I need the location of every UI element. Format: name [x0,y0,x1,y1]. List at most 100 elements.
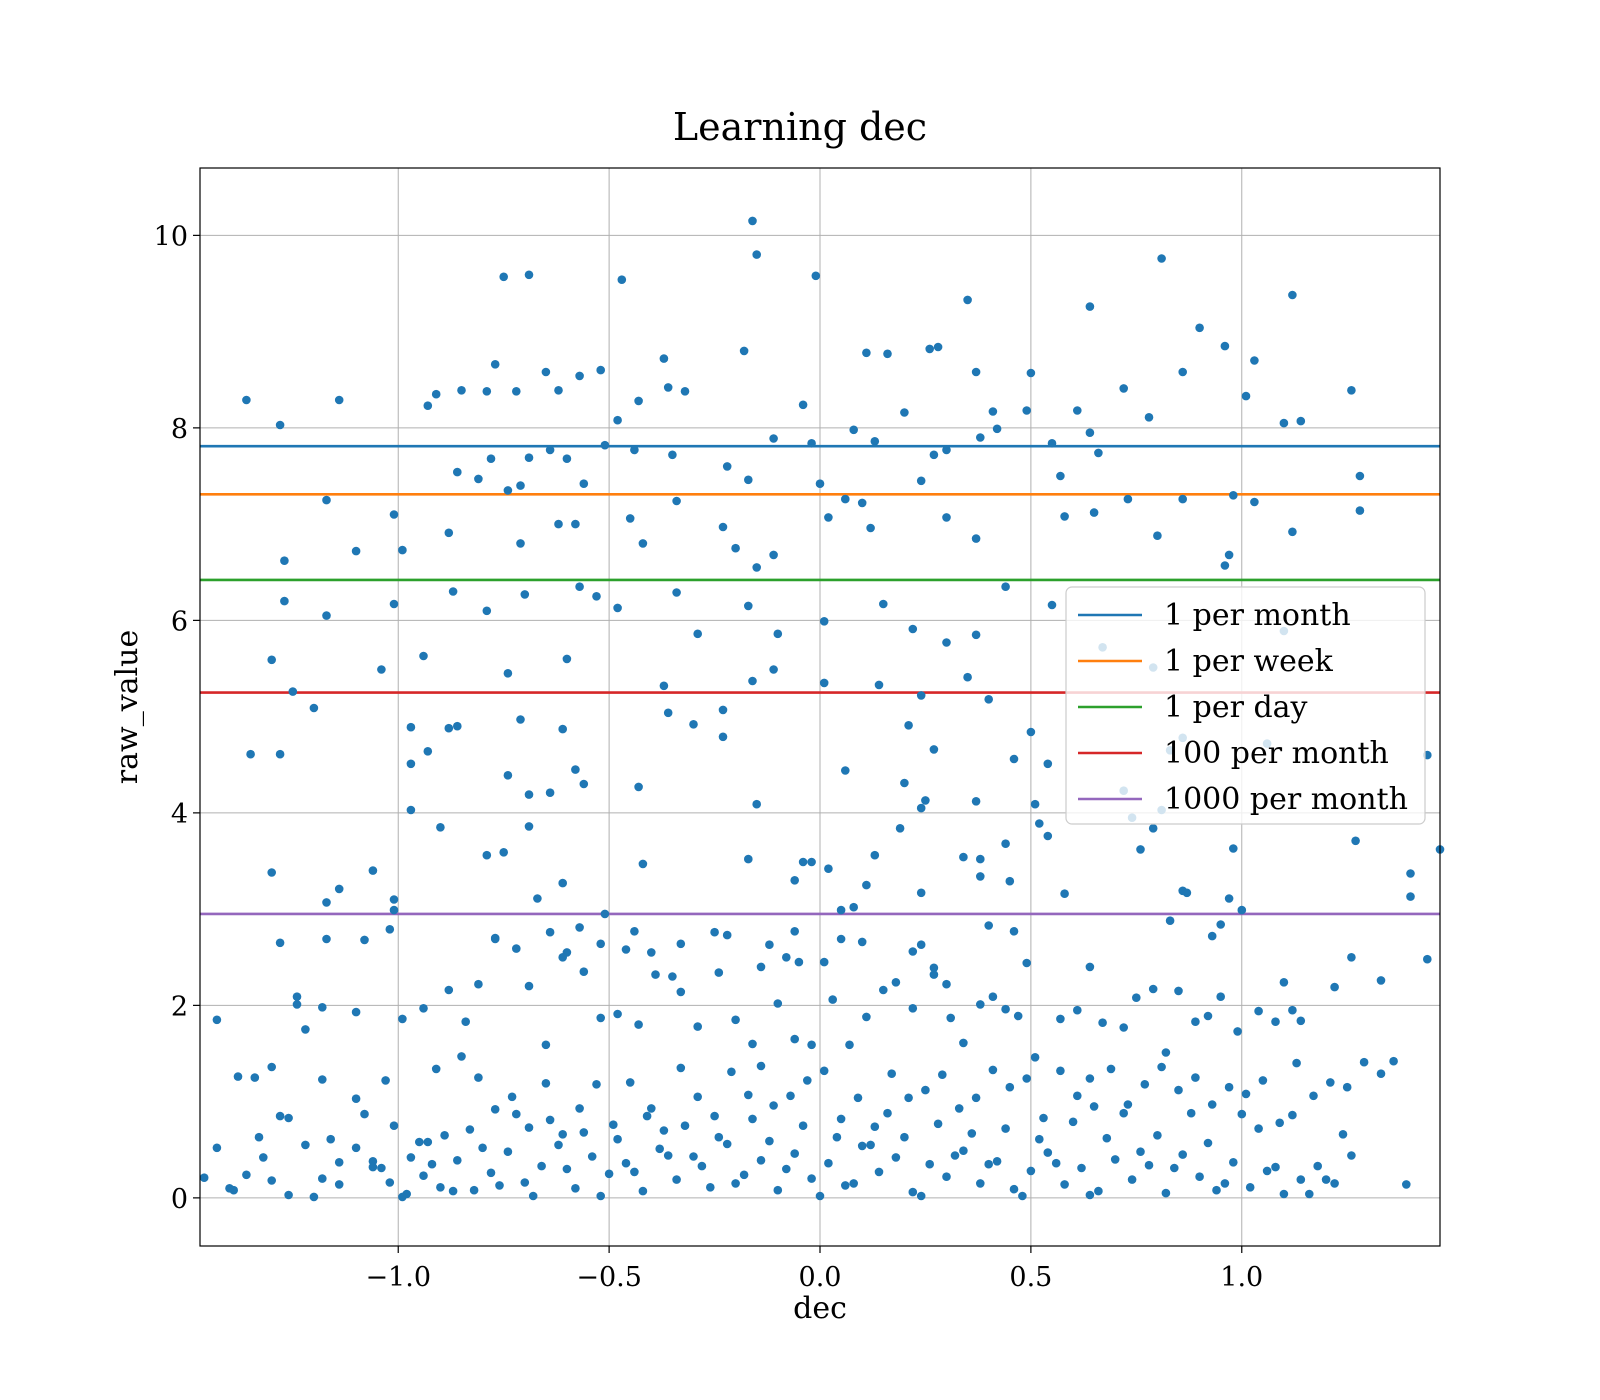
scatter-point [752,250,761,259]
scatter-point [887,1069,896,1078]
scatter-point [676,987,686,997]
scatter-point [841,494,850,504]
scatter-point [870,850,880,860]
scatter-point [507,1092,517,1102]
scatter-point [524,453,534,463]
scatter-point [718,732,728,742]
scatter-point [448,1186,458,1196]
scatter-point [744,475,753,485]
scatter-point [672,496,681,506]
scatter-point [815,1191,825,1201]
scatter-point [1123,1100,1133,1109]
scatter-point [773,1185,783,1195]
scatter-point [385,925,395,934]
scatter-point [431,389,441,399]
scatter-point [1224,1082,1234,1092]
scatter-point [377,665,386,674]
scatter-point [1288,527,1297,537]
scatter-point [440,1131,449,1140]
scatter-point [242,1170,251,1180]
scatter-point [1161,1048,1171,1057]
scatter-point [845,1040,854,1050]
y-tick-label: 2 [171,991,188,1022]
scatter-point [815,479,825,489]
scatter-point [693,1022,702,1031]
scatter-point [786,1091,795,1101]
scatter-point [516,539,525,548]
scatter-point [659,1126,669,1135]
scatter-point [668,972,677,981]
scatter-point [647,948,656,957]
scatter-point [790,927,799,936]
scatter-point [916,803,926,813]
scatter-point [744,854,753,864]
scatter-point [744,1090,753,1100]
scatter-point [942,445,951,455]
scatter-point [322,495,331,505]
scatter-point [714,1132,724,1142]
scatter-point [1186,1108,1196,1118]
scatter-point [495,1181,504,1190]
scatter-point [1279,1189,1289,1199]
scatter-point [1224,550,1234,560]
scatter-point [857,498,867,508]
scatter-point [1258,1076,1268,1085]
scatter-point [288,687,298,696]
scatter-point [790,1034,799,1044]
scatter-point [1001,1004,1010,1014]
scatter-point [836,1114,846,1124]
scatter-point [1110,1155,1120,1164]
scatter-point [790,1149,799,1158]
scatter-point [1191,1073,1200,1082]
scatter-point [1094,1186,1103,1196]
scatter-point [1402,1180,1411,1189]
scatter-point [967,1129,977,1138]
scatter-point [655,1144,664,1154]
scatter-point [1157,1062,1166,1072]
scatter-point [798,400,808,410]
scatter-point [959,1038,968,1048]
scatter-point [916,1191,926,1201]
scatter-point [857,1141,867,1151]
scatter-point [625,1078,635,1087]
scatter-point [752,563,761,572]
scatter-point [672,588,681,597]
scatter-point [803,1076,812,1085]
legend-label: 100 per month [1164,736,1389,771]
scatter-point [659,354,669,363]
scatter-point [769,665,778,674]
scatter-point [731,543,740,553]
scatter-point [988,1065,998,1075]
scatter-point [849,902,858,912]
scatter-point [769,550,778,560]
scatter-point [406,1153,416,1162]
scatter-point [284,1113,293,1123]
scatter-point [334,1180,344,1189]
scatter-point [1321,1175,1331,1184]
scatter-point [1237,905,1247,915]
scatter-point [1229,844,1238,853]
scatter-point [1305,1189,1314,1199]
scatter-point [916,888,926,898]
scatter-point [908,947,918,956]
scatter-point [841,1181,850,1190]
scatter-point [613,603,622,613]
scatter-point [929,963,939,973]
scatter-point [377,1163,386,1173]
scatter-point [1009,1184,1019,1194]
scatter-point [524,1123,534,1132]
scatter-point [959,852,968,862]
scatter-point [1005,876,1015,886]
scatter-point [457,1052,466,1061]
scatter-point [575,582,584,591]
scatter-point [318,1174,327,1183]
scatter-point [807,857,816,867]
scatter-point [541,1040,551,1050]
scatter-point [444,528,454,538]
scatter-point [1165,916,1175,925]
scatter-point [1220,561,1230,570]
scatter-point [874,1167,884,1177]
scatter-point [1022,958,1031,968]
scatter-point [1330,982,1339,992]
scatter-point [503,486,513,495]
